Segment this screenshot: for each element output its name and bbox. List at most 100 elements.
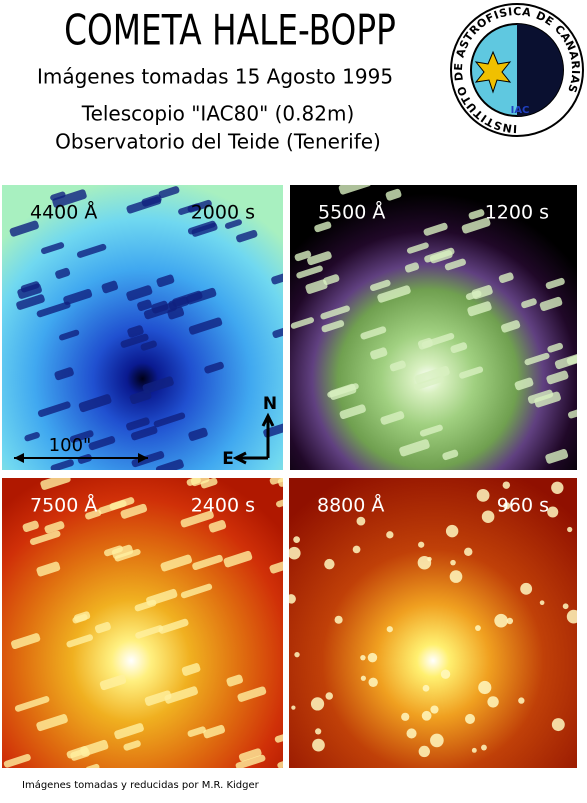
star bbox=[422, 684, 430, 692]
star-trail bbox=[442, 449, 459, 461]
star bbox=[294, 651, 300, 658]
star-trail bbox=[131, 451, 165, 468]
wavelength-label: 7500 Å bbox=[30, 494, 97, 517]
star-trail bbox=[406, 242, 429, 254]
star-trail bbox=[461, 217, 491, 234]
star-trail bbox=[204, 361, 224, 374]
star bbox=[356, 516, 366, 526]
star-trail bbox=[104, 545, 123, 557]
star-trail bbox=[36, 301, 71, 318]
star-trail bbox=[40, 242, 65, 255]
star bbox=[539, 600, 545, 606]
star-trail bbox=[126, 417, 150, 431]
star bbox=[367, 652, 378, 663]
info-line: Telescopio "IAC80" (0.82m) bbox=[81, 102, 355, 126]
star-trail bbox=[307, 251, 332, 266]
star bbox=[291, 705, 296, 710]
star-trail bbox=[140, 340, 157, 351]
star-trail bbox=[545, 449, 569, 464]
star-trail bbox=[360, 326, 387, 340]
star-trail bbox=[14, 696, 50, 712]
star-trail bbox=[323, 274, 340, 286]
star-trail bbox=[40, 478, 71, 490]
star-trail bbox=[55, 267, 71, 279]
star-trail bbox=[36, 714, 68, 732]
star-trail bbox=[203, 724, 226, 739]
star bbox=[427, 556, 432, 562]
star bbox=[481, 744, 487, 751]
star-trail bbox=[423, 222, 448, 236]
star-trail bbox=[120, 503, 148, 519]
star bbox=[418, 745, 430, 758]
star-trail bbox=[237, 686, 267, 702]
star bbox=[312, 738, 325, 752]
star-trail bbox=[450, 342, 468, 354]
star-trail bbox=[120, 333, 149, 348]
star-trail bbox=[63, 288, 93, 305]
star bbox=[352, 545, 361, 554]
star-trail bbox=[269, 556, 283, 574]
star-trail bbox=[414, 366, 450, 385]
star bbox=[518, 697, 525, 704]
star-trail bbox=[467, 301, 492, 317]
star-trail bbox=[135, 625, 164, 639]
star bbox=[465, 713, 476, 724]
star-trail bbox=[271, 271, 283, 285]
star-trail bbox=[566, 352, 577, 365]
star-trail bbox=[545, 277, 565, 290]
star-trail bbox=[294, 250, 312, 262]
star-trail bbox=[380, 411, 405, 425]
star-trail bbox=[11, 633, 41, 650]
star-trail bbox=[16, 294, 45, 310]
star bbox=[293, 536, 300, 544]
star-trail bbox=[521, 298, 537, 309]
star bbox=[503, 502, 511, 510]
star-trail bbox=[200, 478, 218, 489]
star bbox=[551, 718, 565, 732]
star-trail bbox=[339, 404, 366, 420]
compass bbox=[232, 412, 275, 465]
star-trail bbox=[385, 188, 402, 201]
star bbox=[315, 728, 322, 735]
star bbox=[502, 481, 511, 489]
star-trail bbox=[190, 478, 210, 487]
star bbox=[334, 615, 343, 624]
wavelength-label: 4400 Å bbox=[30, 201, 97, 224]
panel-image bbox=[2, 185, 283, 470]
star-trail bbox=[126, 196, 162, 214]
star bbox=[464, 547, 473, 557]
star-trail bbox=[78, 394, 112, 413]
exposure-label: 2000 s bbox=[191, 202, 255, 224]
star-trail bbox=[99, 674, 127, 691]
star-trail bbox=[22, 520, 39, 532]
star-trail bbox=[114, 723, 144, 740]
footer: Imágenes tomadas y reducidas por M.R. Ki… bbox=[22, 779, 260, 791]
exposure-label: 1200 s bbox=[485, 202, 549, 224]
panel-image bbox=[289, 478, 577, 768]
star-trail bbox=[274, 731, 283, 743]
title: COMETA HALE-BOPP bbox=[64, 6, 396, 55]
star bbox=[449, 570, 463, 583]
star-trail bbox=[500, 320, 521, 333]
star-trail bbox=[98, 500, 127, 514]
star-trail bbox=[305, 279, 328, 294]
star-trail bbox=[444, 258, 466, 271]
star bbox=[360, 654, 366, 661]
subtitle: Imágenes tomadas 15 Agosto 1995 bbox=[37, 65, 393, 89]
star-trail bbox=[130, 426, 158, 441]
info-line: Observatorio del Teide (Tenerife) bbox=[55, 130, 381, 154]
star bbox=[324, 558, 335, 570]
star-trail bbox=[377, 285, 411, 303]
star-trail bbox=[126, 285, 153, 301]
star-trail bbox=[338, 185, 372, 195]
star-trail bbox=[188, 317, 223, 335]
star bbox=[386, 626, 393, 633]
star bbox=[418, 541, 425, 548]
star-trail bbox=[277, 757, 283, 768]
star-trail bbox=[314, 221, 332, 233]
star-trail bbox=[54, 367, 74, 381]
star bbox=[386, 531, 394, 539]
star-trail bbox=[186, 287, 217, 305]
star-trail bbox=[238, 748, 262, 762]
